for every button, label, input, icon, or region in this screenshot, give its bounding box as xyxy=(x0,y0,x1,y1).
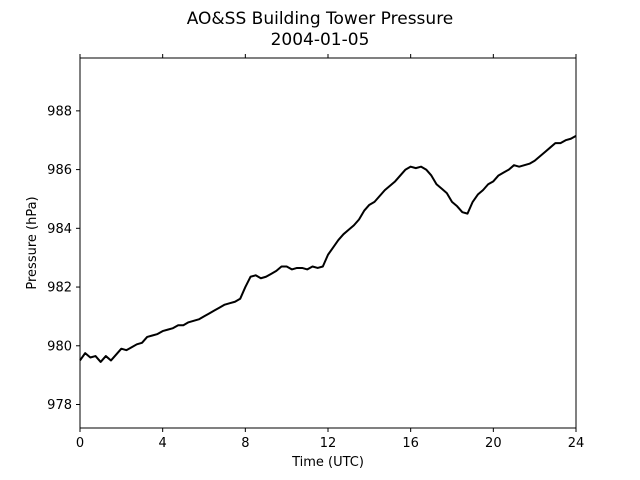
y-tick-label: 984 xyxy=(47,222,72,237)
y-tick-label: 986 xyxy=(47,163,72,178)
y-tick-label: 978 xyxy=(47,398,72,413)
pressure-series-line xyxy=(79,134,577,363)
y-tick-label: 988 xyxy=(47,104,72,119)
y-axis-label: Pressure (hPa) xyxy=(25,196,40,289)
y-tick-label: 982 xyxy=(47,281,72,296)
x-tick-label: 4 xyxy=(159,436,167,451)
x-tick-label: 0 xyxy=(76,436,84,451)
x-axis-ticks: 0 4 8 12 16 20 24 xyxy=(76,54,584,451)
y-tick-label: 980 xyxy=(47,339,72,354)
chart-subtitle: 2004-01-05 xyxy=(271,30,370,50)
x-tick-label: 20 xyxy=(485,436,502,451)
chart-title: AO&SS Building Tower Pressure xyxy=(187,9,454,29)
y-axis-ticks: 978 980 982 984 986 988 xyxy=(47,104,80,413)
x-axis-label: Time (UTC) xyxy=(291,455,364,470)
x-tick-label: 24 xyxy=(568,436,585,451)
x-tick-label: 8 xyxy=(241,436,249,451)
x-tick-label: 16 xyxy=(402,436,419,451)
x-tick-label: 12 xyxy=(320,436,337,451)
plot-frame xyxy=(79,57,577,429)
